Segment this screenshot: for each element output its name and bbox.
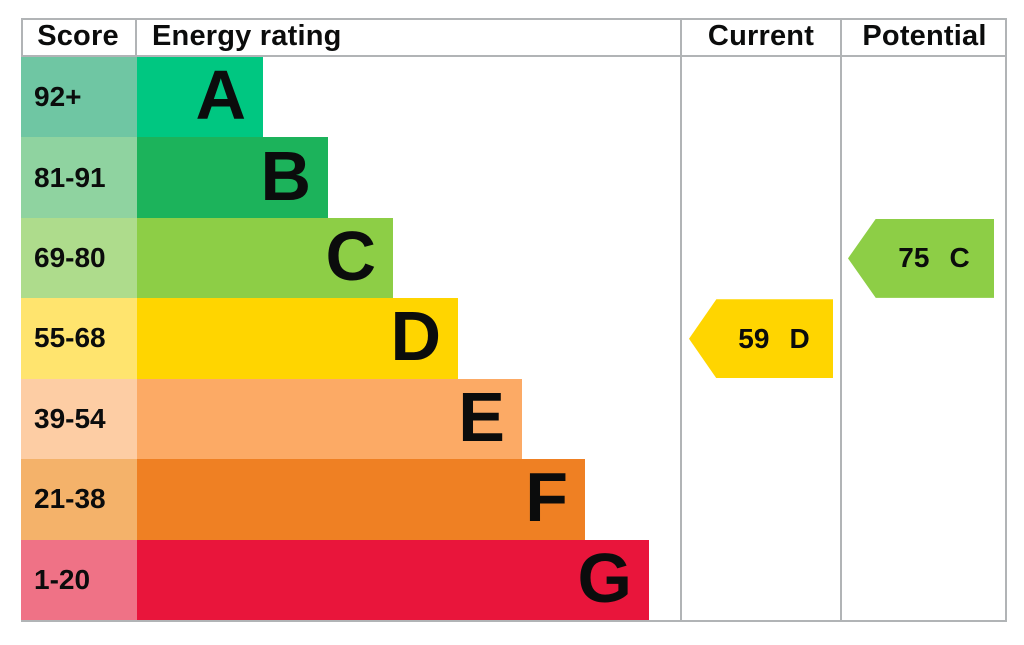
band-letter: G <box>577 538 632 617</box>
band-letter: C <box>325 217 376 296</box>
potential-rating-grade: C <box>949 242 970 274</box>
column-header-potential: Potential <box>862 20 987 52</box>
band-bar-c: C <box>137 217 393 299</box>
column-header-current: Current <box>707 20 815 52</box>
potential-column-divider <box>840 18 842 622</box>
current-column-divider <box>680 18 682 622</box>
band-row-b: 81-91 B <box>21 136 841 218</box>
band-letter: E <box>458 377 505 456</box>
score-column-divider <box>135 18 137 57</box>
score-range-cell: 1-20 <box>21 539 137 620</box>
score-range-cell: 69-80 <box>21 217 137 299</box>
band-letter: D <box>390 297 441 376</box>
score-range-cell: 39-54 <box>21 378 137 460</box>
band-letter: A <box>195 56 246 135</box>
band-letter: B <box>260 136 311 215</box>
band-bar-g: G <box>137 538 649 620</box>
current-rating-grade: D <box>789 322 810 354</box>
band-row-c: 69-80 C <box>21 217 841 299</box>
band-row-f: 21-38 F <box>21 458 841 540</box>
score-range-cell: 55-68 <box>21 298 137 379</box>
band-bar-e: E <box>137 377 522 460</box>
band-bar-a: A <box>137 56 263 138</box>
potential-rating-value: 75 <box>898 242 930 274</box>
band-row-a: 92+ A <box>21 56 841 138</box>
current-rating-value: 59 <box>738 322 770 354</box>
column-header-energy-rating: Energy rating <box>152 20 342 52</box>
score-range-cell: 81-91 <box>21 137 137 218</box>
score-range-cell: 21-38 <box>21 459 137 540</box>
band-row-g: 1-20 G <box>21 538 841 620</box>
band-bar-f: F <box>137 458 585 540</box>
current-rating-arrow: 59 D <box>689 299 833 379</box>
band-letter: F <box>525 458 568 537</box>
epc-rows: 92+ A 81-91 B 69-80 C 55-68 D 39-54 E 21-38 F 1-20 G <box>21 57 841 620</box>
column-header-score: Score <box>37 20 119 52</box>
score-range-cell: 92+ <box>21 57 137 138</box>
potential-rating-arrow: 75 C <box>848 218 994 298</box>
band-bar-d: D <box>137 297 458 379</box>
band-row-d: 55-68 D <box>21 297 841 379</box>
header-bottom-divider <box>21 55 1007 57</box>
band-bar-b: B <box>137 136 328 218</box>
band-row-e: 39-54 E <box>21 377 841 460</box>
